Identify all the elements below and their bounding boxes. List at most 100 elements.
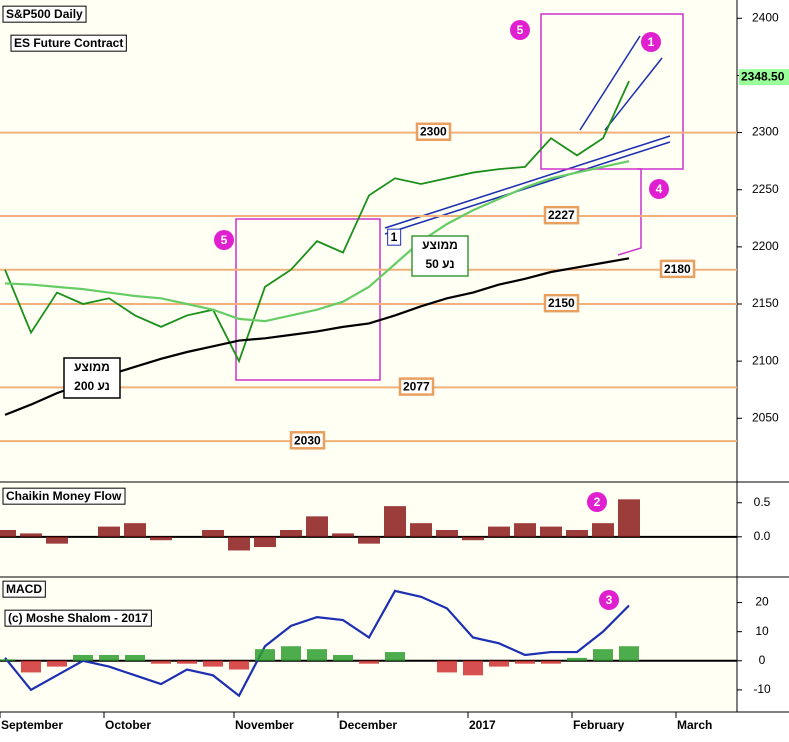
marker-circle xyxy=(641,32,661,52)
x-tick-label: November xyxy=(235,718,294,732)
copyright-box xyxy=(4,609,152,627)
bar xyxy=(306,516,328,537)
level-label-box xyxy=(659,259,696,279)
ma-label: ממוצע xyxy=(74,360,110,374)
level-label: 2077 xyxy=(403,380,430,394)
y-tick-label: 2250 xyxy=(752,182,779,196)
histogram-bar xyxy=(489,660,509,667)
price-line xyxy=(4,80,630,364)
level-label: 2150 xyxy=(548,296,575,310)
y-tick-label: 2400 xyxy=(752,10,779,24)
highlight-box xyxy=(235,218,381,381)
bar xyxy=(20,533,42,537)
plot-background xyxy=(0,0,737,712)
y-tick-label: 2300 xyxy=(752,125,779,139)
histogram-bar xyxy=(255,649,275,661)
histogram-bar xyxy=(0,659,15,661)
level-label: 2300 xyxy=(420,125,447,139)
bar xyxy=(124,523,146,537)
level-label: 2180 xyxy=(664,262,691,276)
bar xyxy=(254,536,276,548)
x-tick-label: 2017 xyxy=(469,718,496,732)
histogram-bar xyxy=(203,660,223,667)
level-label-box xyxy=(543,205,580,225)
level-label-box xyxy=(398,377,435,396)
panel-title: Chaikin Money Flow xyxy=(6,489,122,503)
bar xyxy=(358,536,380,544)
histogram-bar xyxy=(307,649,327,661)
bar xyxy=(566,530,588,537)
bar xyxy=(540,526,562,537)
histogram-bar xyxy=(541,660,561,664)
ma-label-box xyxy=(411,235,469,277)
y-tick-label: 2100 xyxy=(752,353,779,367)
x-tick-label: December xyxy=(339,718,397,732)
bar xyxy=(488,526,510,537)
histogram-bar xyxy=(125,654,145,661)
marker-circle xyxy=(214,230,234,250)
connector xyxy=(617,168,642,256)
x-tick-label: September xyxy=(1,718,63,732)
channel-line xyxy=(384,141,671,235)
x-tick-label: October xyxy=(105,718,151,732)
marker-label: 5 xyxy=(517,23,524,37)
marker-label: 4 xyxy=(656,182,663,196)
level-label-box xyxy=(543,293,580,313)
ma-label: ממוצע xyxy=(422,238,458,252)
panel-title: MACD xyxy=(6,582,42,596)
last-price-box xyxy=(739,69,789,86)
histogram-bar xyxy=(151,660,171,664)
histogram-bar xyxy=(281,646,301,661)
histogram-bar xyxy=(567,657,587,661)
histogram-bar xyxy=(229,660,249,670)
last-price-label: 2348.50 xyxy=(741,69,785,83)
marker-label: 1 xyxy=(648,35,655,49)
y-tick-label: 2200 xyxy=(752,239,779,253)
histogram-bar xyxy=(73,654,93,661)
macd-line xyxy=(4,589,630,698)
level-label: 2030 xyxy=(294,433,321,447)
bar xyxy=(410,523,432,537)
y-tick-label: 2050 xyxy=(752,410,779,424)
bar xyxy=(384,506,406,537)
level-label: 2227 xyxy=(548,208,575,222)
highlight-box xyxy=(540,13,684,170)
chart-title: S&P500 Daily xyxy=(6,7,83,21)
histogram-bar xyxy=(359,660,379,664)
bar xyxy=(514,523,536,537)
y-tick-label: 0.0 xyxy=(754,529,771,543)
y-tick-label: 0 xyxy=(759,653,766,667)
marker-circle xyxy=(649,179,669,199)
bar xyxy=(436,530,458,537)
histogram-bar xyxy=(47,660,67,667)
chart-subtitle-box xyxy=(10,34,127,52)
bar xyxy=(592,523,614,537)
price-line xyxy=(4,160,630,323)
bar xyxy=(98,526,120,537)
marker-label: 3 xyxy=(606,593,613,607)
marker-circle xyxy=(599,590,619,610)
ma-label: נע 200 xyxy=(74,379,110,393)
panel-title-box xyxy=(2,580,46,598)
y-tick-label: 0.5 xyxy=(754,495,771,509)
channel-line xyxy=(579,35,641,131)
marker-label: 5 xyxy=(221,233,228,247)
y-tick-label: 20 xyxy=(755,595,769,609)
bar xyxy=(150,536,172,541)
marker-circle xyxy=(587,492,607,512)
level-label-box xyxy=(415,122,452,141)
histogram-bar xyxy=(515,660,535,664)
x-tick-label: February xyxy=(573,718,625,732)
bar xyxy=(0,530,16,537)
channel-line xyxy=(384,135,671,229)
histogram-bar xyxy=(619,646,639,661)
bar xyxy=(462,536,484,541)
bar xyxy=(202,530,224,537)
bar xyxy=(332,533,354,537)
channel-label: 1 xyxy=(391,230,398,244)
histogram-bar xyxy=(463,660,483,676)
level-label-box xyxy=(289,431,326,450)
y-tick-label: 10 xyxy=(755,624,769,638)
histogram-bar xyxy=(99,654,119,661)
